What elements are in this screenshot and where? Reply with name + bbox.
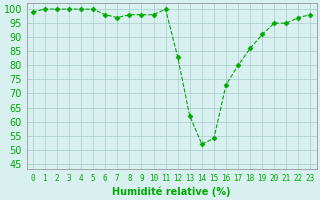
X-axis label: Humidité relative (%): Humidité relative (%) (112, 186, 231, 197)
